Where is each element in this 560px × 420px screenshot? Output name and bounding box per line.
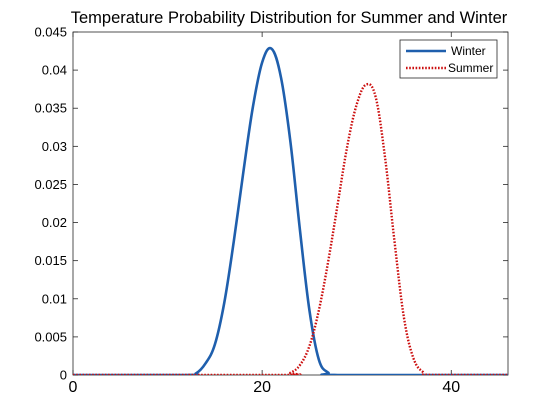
y-tick-label: 0.025 <box>34 177 67 192</box>
axis-ticks: 0 0.005 0.01 0.015 0.02 0.025 0.03 0.035 0.04 0.0… <box>34 25 508 396</box>
y-tick-label: 0.035 <box>34 101 67 116</box>
x-tick-label: 0 <box>69 379 78 396</box>
y-tick-label: 0.02 <box>42 215 67 230</box>
y-tick-label: 0.03 <box>42 139 67 154</box>
y-tick-label: 0.045 <box>34 25 67 40</box>
y-tick-label: 0.04 <box>42 63 67 78</box>
series-line-winter <box>73 46 508 375</box>
y-tick-label: 0.01 <box>42 291 67 306</box>
y-tick-label: 0.015 <box>34 253 67 268</box>
legend-box <box>399 39 498 79</box>
chart-title: Temperature Probability Distribution for… <box>71 9 508 27</box>
series-line-summer <box>73 82 508 375</box>
x-tick-label: 40 <box>442 379 460 396</box>
y-tick-label: 0.005 <box>34 329 67 344</box>
plot-area-frame <box>72 31 509 376</box>
series-layer <box>73 46 508 375</box>
x-tick-label: 20 <box>253 379 271 396</box>
legend-label-summer: Summer <box>448 61 493 75</box>
y-tick-label: 0 <box>60 368 67 383</box>
chart-legend: Winter Summer <box>399 39 498 79</box>
legend-label-winter: Winter <box>451 44 486 58</box>
